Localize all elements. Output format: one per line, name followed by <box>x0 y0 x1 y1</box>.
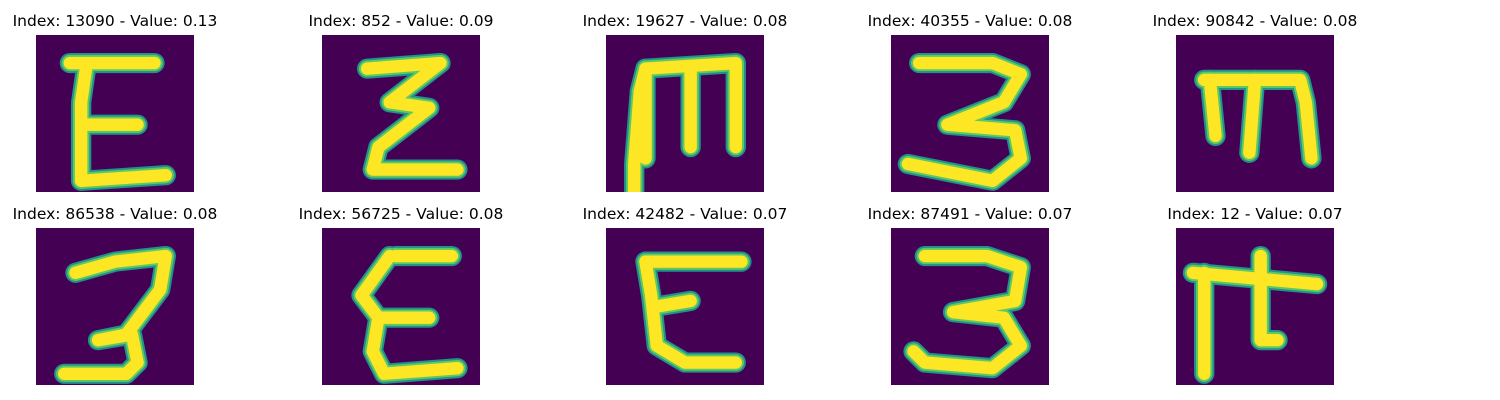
stroke-core <box>1243 73 1262 159</box>
image-panel: Index: 19627 - Value: 0.08 <box>570 0 800 192</box>
image-panel: Index: 86538 - Value: 0.08 <box>0 193 230 385</box>
panel-title: Index: 13090 - Value: 0.13 <box>12 12 218 30</box>
character-image <box>891 228 1049 385</box>
stroke-core <box>355 249 436 324</box>
panel-title: Index: 90842 - Value: 0.08 <box>1152 12 1358 30</box>
panel-title: Index: 852 - Value: 0.09 <box>308 12 494 30</box>
character-image <box>322 35 480 192</box>
panel-title: Index: 87491 - Value: 0.07 <box>867 205 1073 223</box>
stroke-core <box>360 56 464 176</box>
character-image <box>606 228 764 385</box>
character-image <box>36 35 194 192</box>
glyph-drawing <box>322 228 480 385</box>
character-image <box>1176 228 1334 385</box>
stroke-core <box>1254 266 1284 347</box>
glyph-drawing <box>891 35 1049 192</box>
image-panel: Index: 90842 - Value: 0.08 <box>1140 0 1370 192</box>
stroke-core <box>639 255 742 369</box>
stroke-core <box>366 311 464 380</box>
character-image <box>891 35 1049 192</box>
stroke-core <box>74 56 93 187</box>
image-panel: Index: 13090 - Value: 0.13 <box>0 0 230 192</box>
image-panel: Index: 12 - Value: 0.07 <box>1140 193 1370 385</box>
stroke-core <box>650 294 697 313</box>
panel-title: Index: 40355 - Value: 0.08 <box>867 12 1073 30</box>
stroke-core <box>907 249 1027 375</box>
character-image <box>1176 35 1334 192</box>
panel-title: Index: 12 - Value: 0.07 <box>1167 205 1343 223</box>
image-panel: Index: 852 - Value: 0.09 <box>286 0 516 192</box>
glyph-drawing <box>606 228 764 385</box>
image-panel: Index: 87491 - Value: 0.07 <box>855 193 1085 385</box>
stroke-core <box>58 249 172 380</box>
glyph-drawing <box>606 35 764 192</box>
character-image <box>36 228 194 385</box>
glyph-drawing <box>891 228 1049 385</box>
panel-title: Index: 86538 - Value: 0.08 <box>12 205 218 223</box>
stroke-core <box>901 56 1027 187</box>
glyph-drawing <box>1176 35 1334 192</box>
stroke-core <box>74 169 172 187</box>
glyph-drawing <box>36 228 194 385</box>
image-panel: Index: 40355 - Value: 0.08 <box>855 0 1085 192</box>
character-image <box>322 228 480 385</box>
panel-title: Index: 19627 - Value: 0.08 <box>582 12 788 30</box>
stroke-core <box>1203 73 1222 143</box>
character-image <box>606 35 764 192</box>
glyph-drawing <box>1176 228 1334 385</box>
image-panel: Index: 56725 - Value: 0.08 <box>286 193 516 385</box>
panel-title: Index: 56725 - Value: 0.08 <box>298 205 504 223</box>
panel-title: Index: 42482 - Value: 0.07 <box>582 205 788 223</box>
glyph-drawing <box>322 35 480 192</box>
image-panel: Index: 42482 - Value: 0.07 <box>570 193 800 385</box>
glyph-drawing <box>36 35 194 192</box>
